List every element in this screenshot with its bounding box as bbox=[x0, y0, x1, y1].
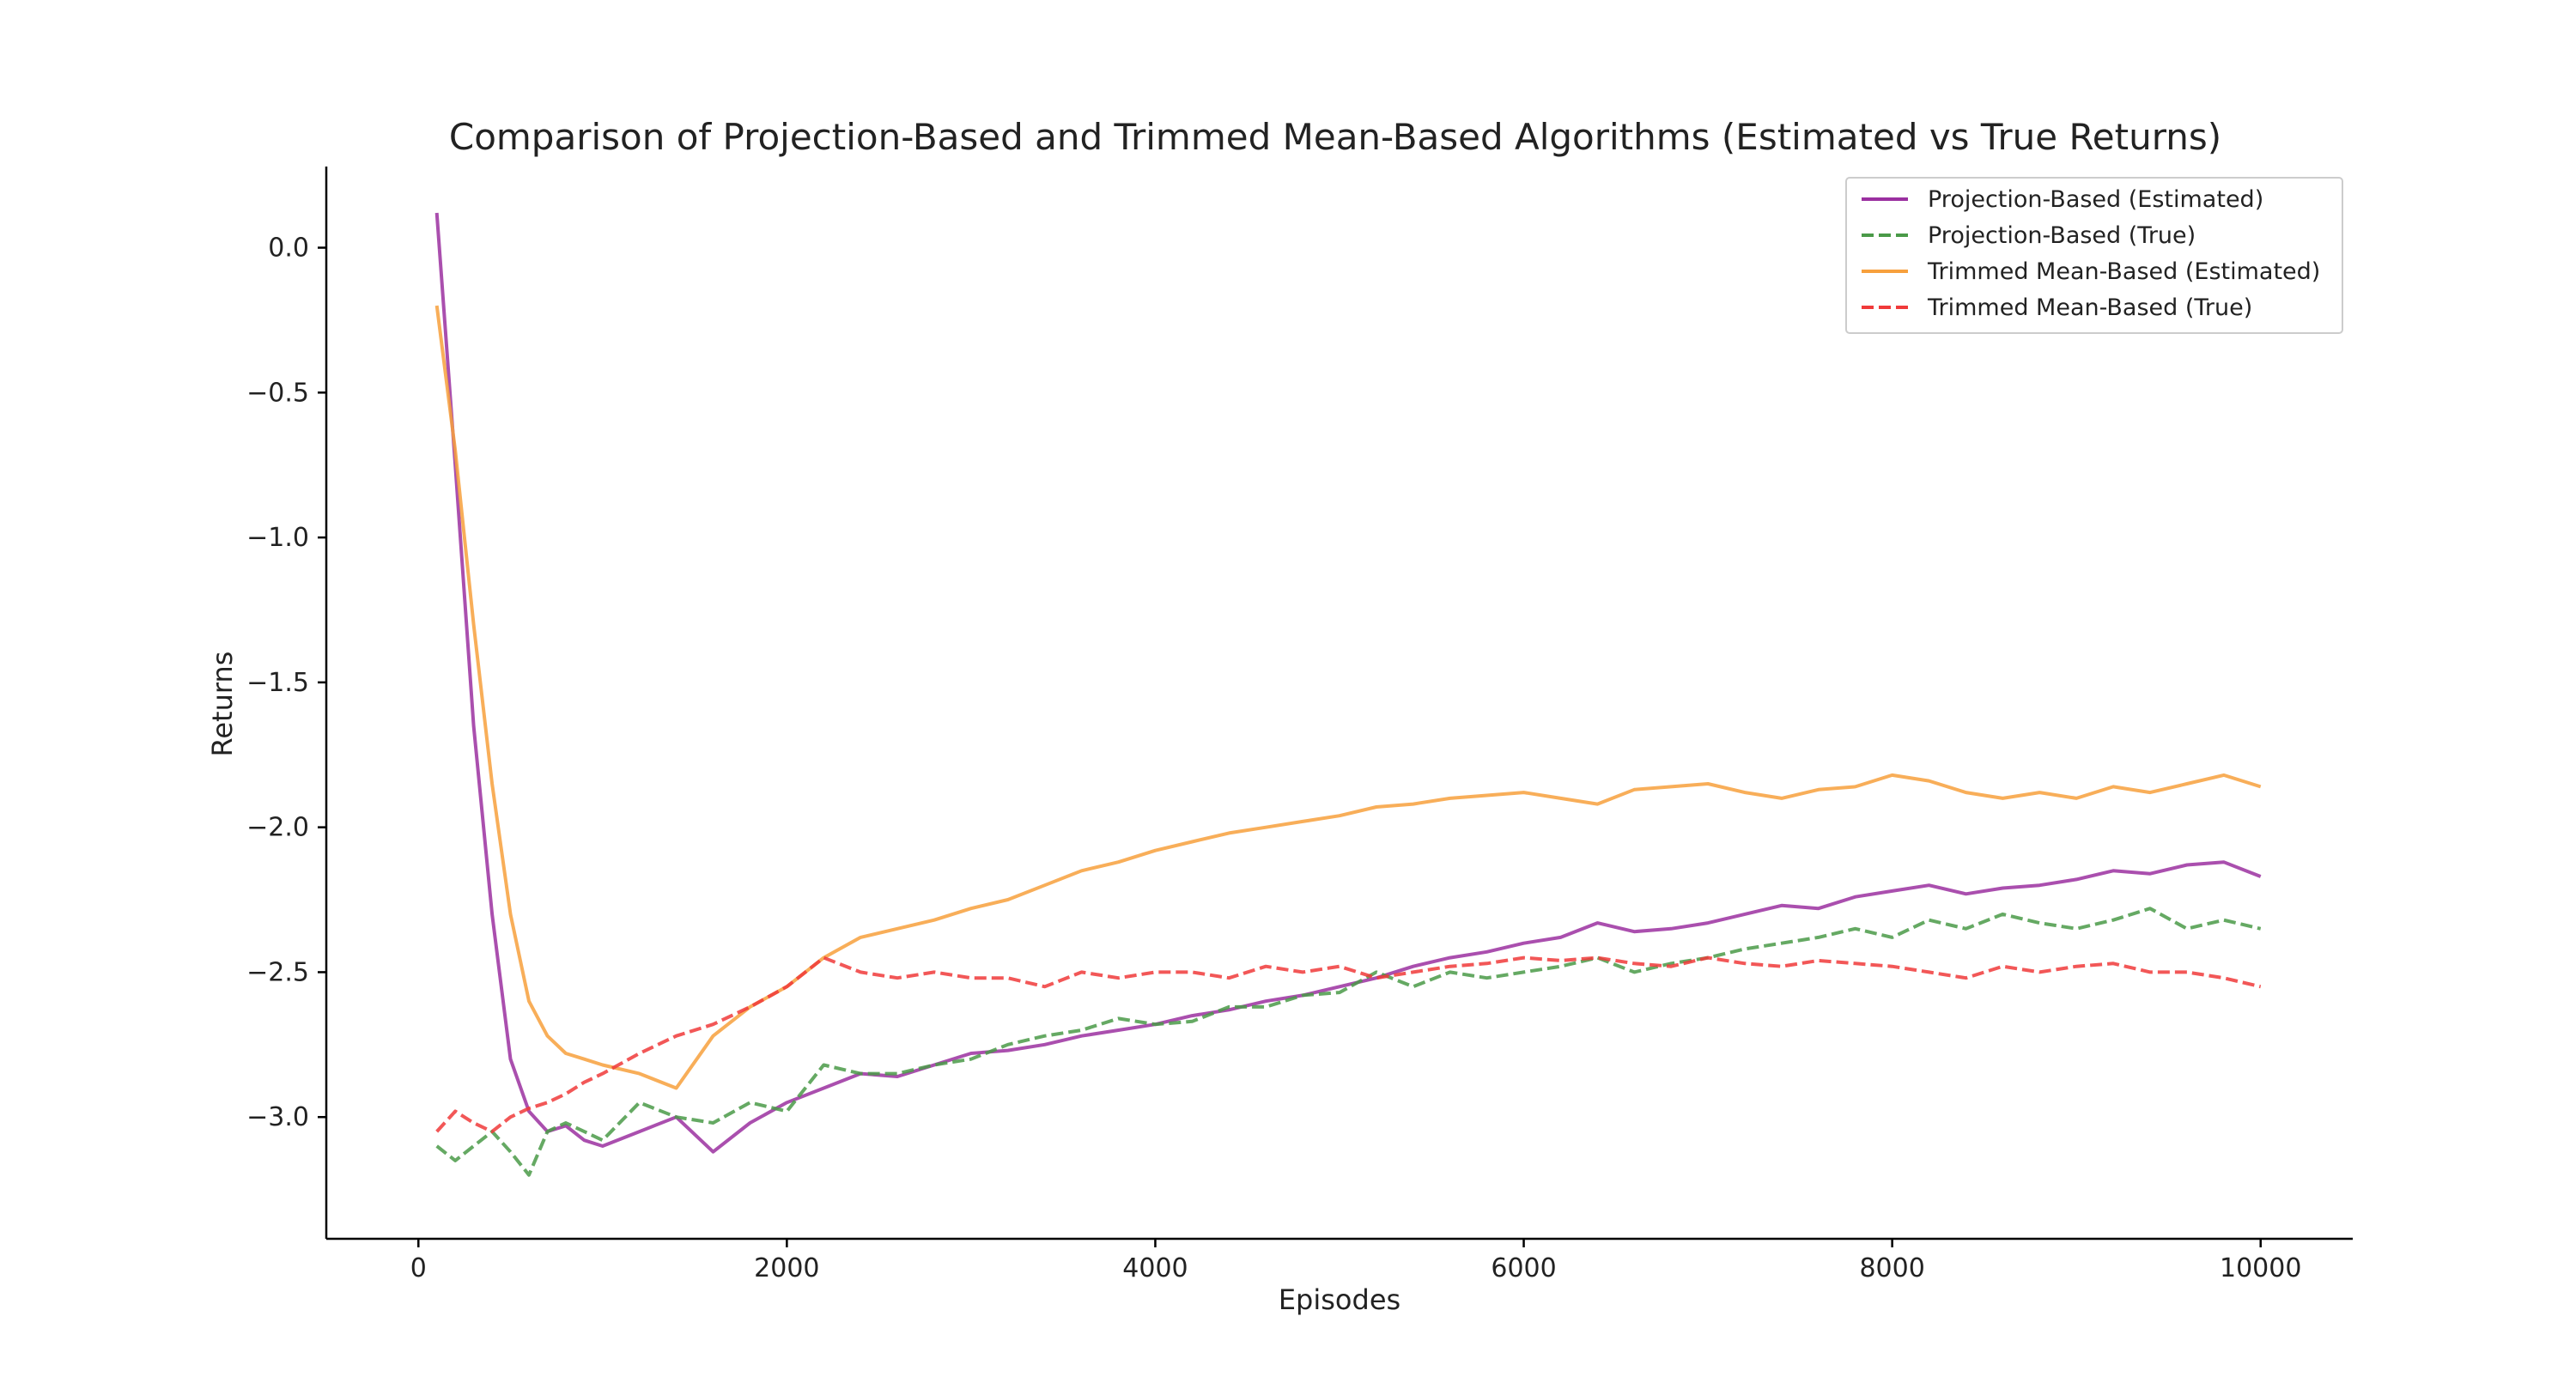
y-tick-label: −2.0 bbox=[246, 813, 309, 843]
x-axis-label: Episodes bbox=[1279, 1283, 1400, 1316]
legend-items: Projection-Based (Estimated) Projection-B… bbox=[1862, 186, 2320, 321]
series-line-trimmed-mean-based-estimated bbox=[434, 305, 2262, 1090]
series-line-projection-based-estimated bbox=[434, 212, 2262, 1154]
x-tick-label: 10000 bbox=[2220, 1253, 2301, 1283]
y-tick-label: −1.5 bbox=[246, 668, 309, 698]
x-ticks: 0 2000 4000 6000 8000 10000 bbox=[410, 1239, 2301, 1283]
x-tick-label: 8000 bbox=[1859, 1253, 1924, 1283]
legend-label: Trimmed Mean-Based (True) bbox=[1927, 294, 2252, 321]
legend-frame bbox=[1845, 177, 2343, 334]
legend-label: Projection-Based (True) bbox=[1928, 222, 2196, 249]
x-tick-label: 6000 bbox=[1491, 1253, 1556, 1283]
x-tick-label: 4000 bbox=[1122, 1253, 1188, 1283]
chart-title: Comparison of Projection-Based and Trimm… bbox=[449, 116, 2221, 158]
y-ticks: 0.0 −0.5 −1.0 −1.5 −2.0 −2.5 −3.0 bbox=[246, 234, 326, 1132]
y-tick-label: 0.0 bbox=[268, 234, 309, 264]
y-axis-label: Returns bbox=[206, 652, 239, 757]
y-tick-label: −1.0 bbox=[246, 523, 309, 553]
axes bbox=[325, 167, 2353, 1241]
series-layer bbox=[434, 212, 2262, 1177]
x-tick-label: 0 bbox=[410, 1253, 427, 1283]
y-tick-label: −0.5 bbox=[246, 378, 309, 408]
x-tick-label: 2000 bbox=[754, 1253, 819, 1283]
legend: Projection-Based (Estimated) Projection-B… bbox=[1845, 177, 2343, 334]
y-tick-label: −3.0 bbox=[246, 1102, 309, 1132]
legend-label: Projection-Based (Estimated) bbox=[1928, 186, 2263, 213]
legend-label: Trimmed Mean-Based (Estimated) bbox=[1927, 258, 2320, 285]
y-tick-label: −2.5 bbox=[246, 957, 309, 987]
series-line-trimmed-mean-based-true bbox=[435, 955, 2262, 1134]
